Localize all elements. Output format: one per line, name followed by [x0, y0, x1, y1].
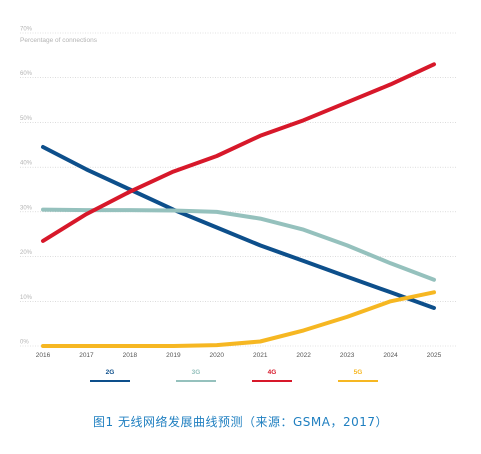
grid — [20, 32, 456, 347]
y-tick-label: 40% — [20, 161, 33, 167]
x-tick-label: 2020 — [210, 352, 225, 359]
legend-label-4g: 4G — [268, 369, 277, 376]
chart-svg: 0% 10% 20% 30% 40% 50% 60% 70% Percentage of co… — [20, 27, 456, 382]
series-line-3g — [41, 207, 436, 282]
y-axis-ticks: 0% 10% 20% 30% 40% 50% 60% 70% — [20, 27, 33, 346]
x-tick-label: 2019 — [166, 352, 181, 359]
y-tick-label: 20% — [20, 250, 33, 256]
y-tick-label: 50% — [20, 116, 33, 122]
series-line-4g — [41, 62, 436, 243]
x-tick-label: 2021 — [253, 352, 268, 359]
series-line-2g — [41, 145, 436, 310]
line-chart: 0% 10% 20% 30% 40% 50% 60% 70% Percentage of co… — [20, 27, 456, 382]
legend-label-5g: 5G — [354, 369, 363, 376]
y-tick-label: 10% — [20, 295, 33, 301]
legend-label-3g: 3G — [192, 369, 201, 376]
y-axis-label: Percentage of connections — [20, 37, 98, 44]
figure-caption: 图1 无线网络发展曲线预测（来源：GSMA，2017） — [93, 415, 388, 429]
y-tick-label: 0% — [20, 340, 29, 346]
x-tick-label: 2017 — [79, 352, 94, 359]
x-axis-ticks: 2016 2017 2018 2019 2020 2021 2022 2023 2024 2025 — [36, 352, 442, 359]
series-line-5g — [41, 290, 436, 348]
legend: 2G 3G 4G 5G — [90, 369, 378, 382]
y-tick-label: 30% — [20, 205, 33, 211]
y-tick-label: 70% — [20, 27, 33, 33]
legend-label-2g: 2G — [106, 369, 115, 376]
x-tick-label: 2024 — [383, 352, 398, 359]
x-tick-label: 2022 — [296, 352, 311, 359]
x-tick-label: 2025 — [427, 352, 442, 359]
x-tick-label: 2016 — [36, 352, 51, 359]
series-lines — [41, 62, 436, 348]
x-tick-label: 2023 — [340, 352, 355, 359]
x-tick-label: 2018 — [123, 352, 138, 359]
y-tick-label: 60% — [20, 71, 33, 77]
